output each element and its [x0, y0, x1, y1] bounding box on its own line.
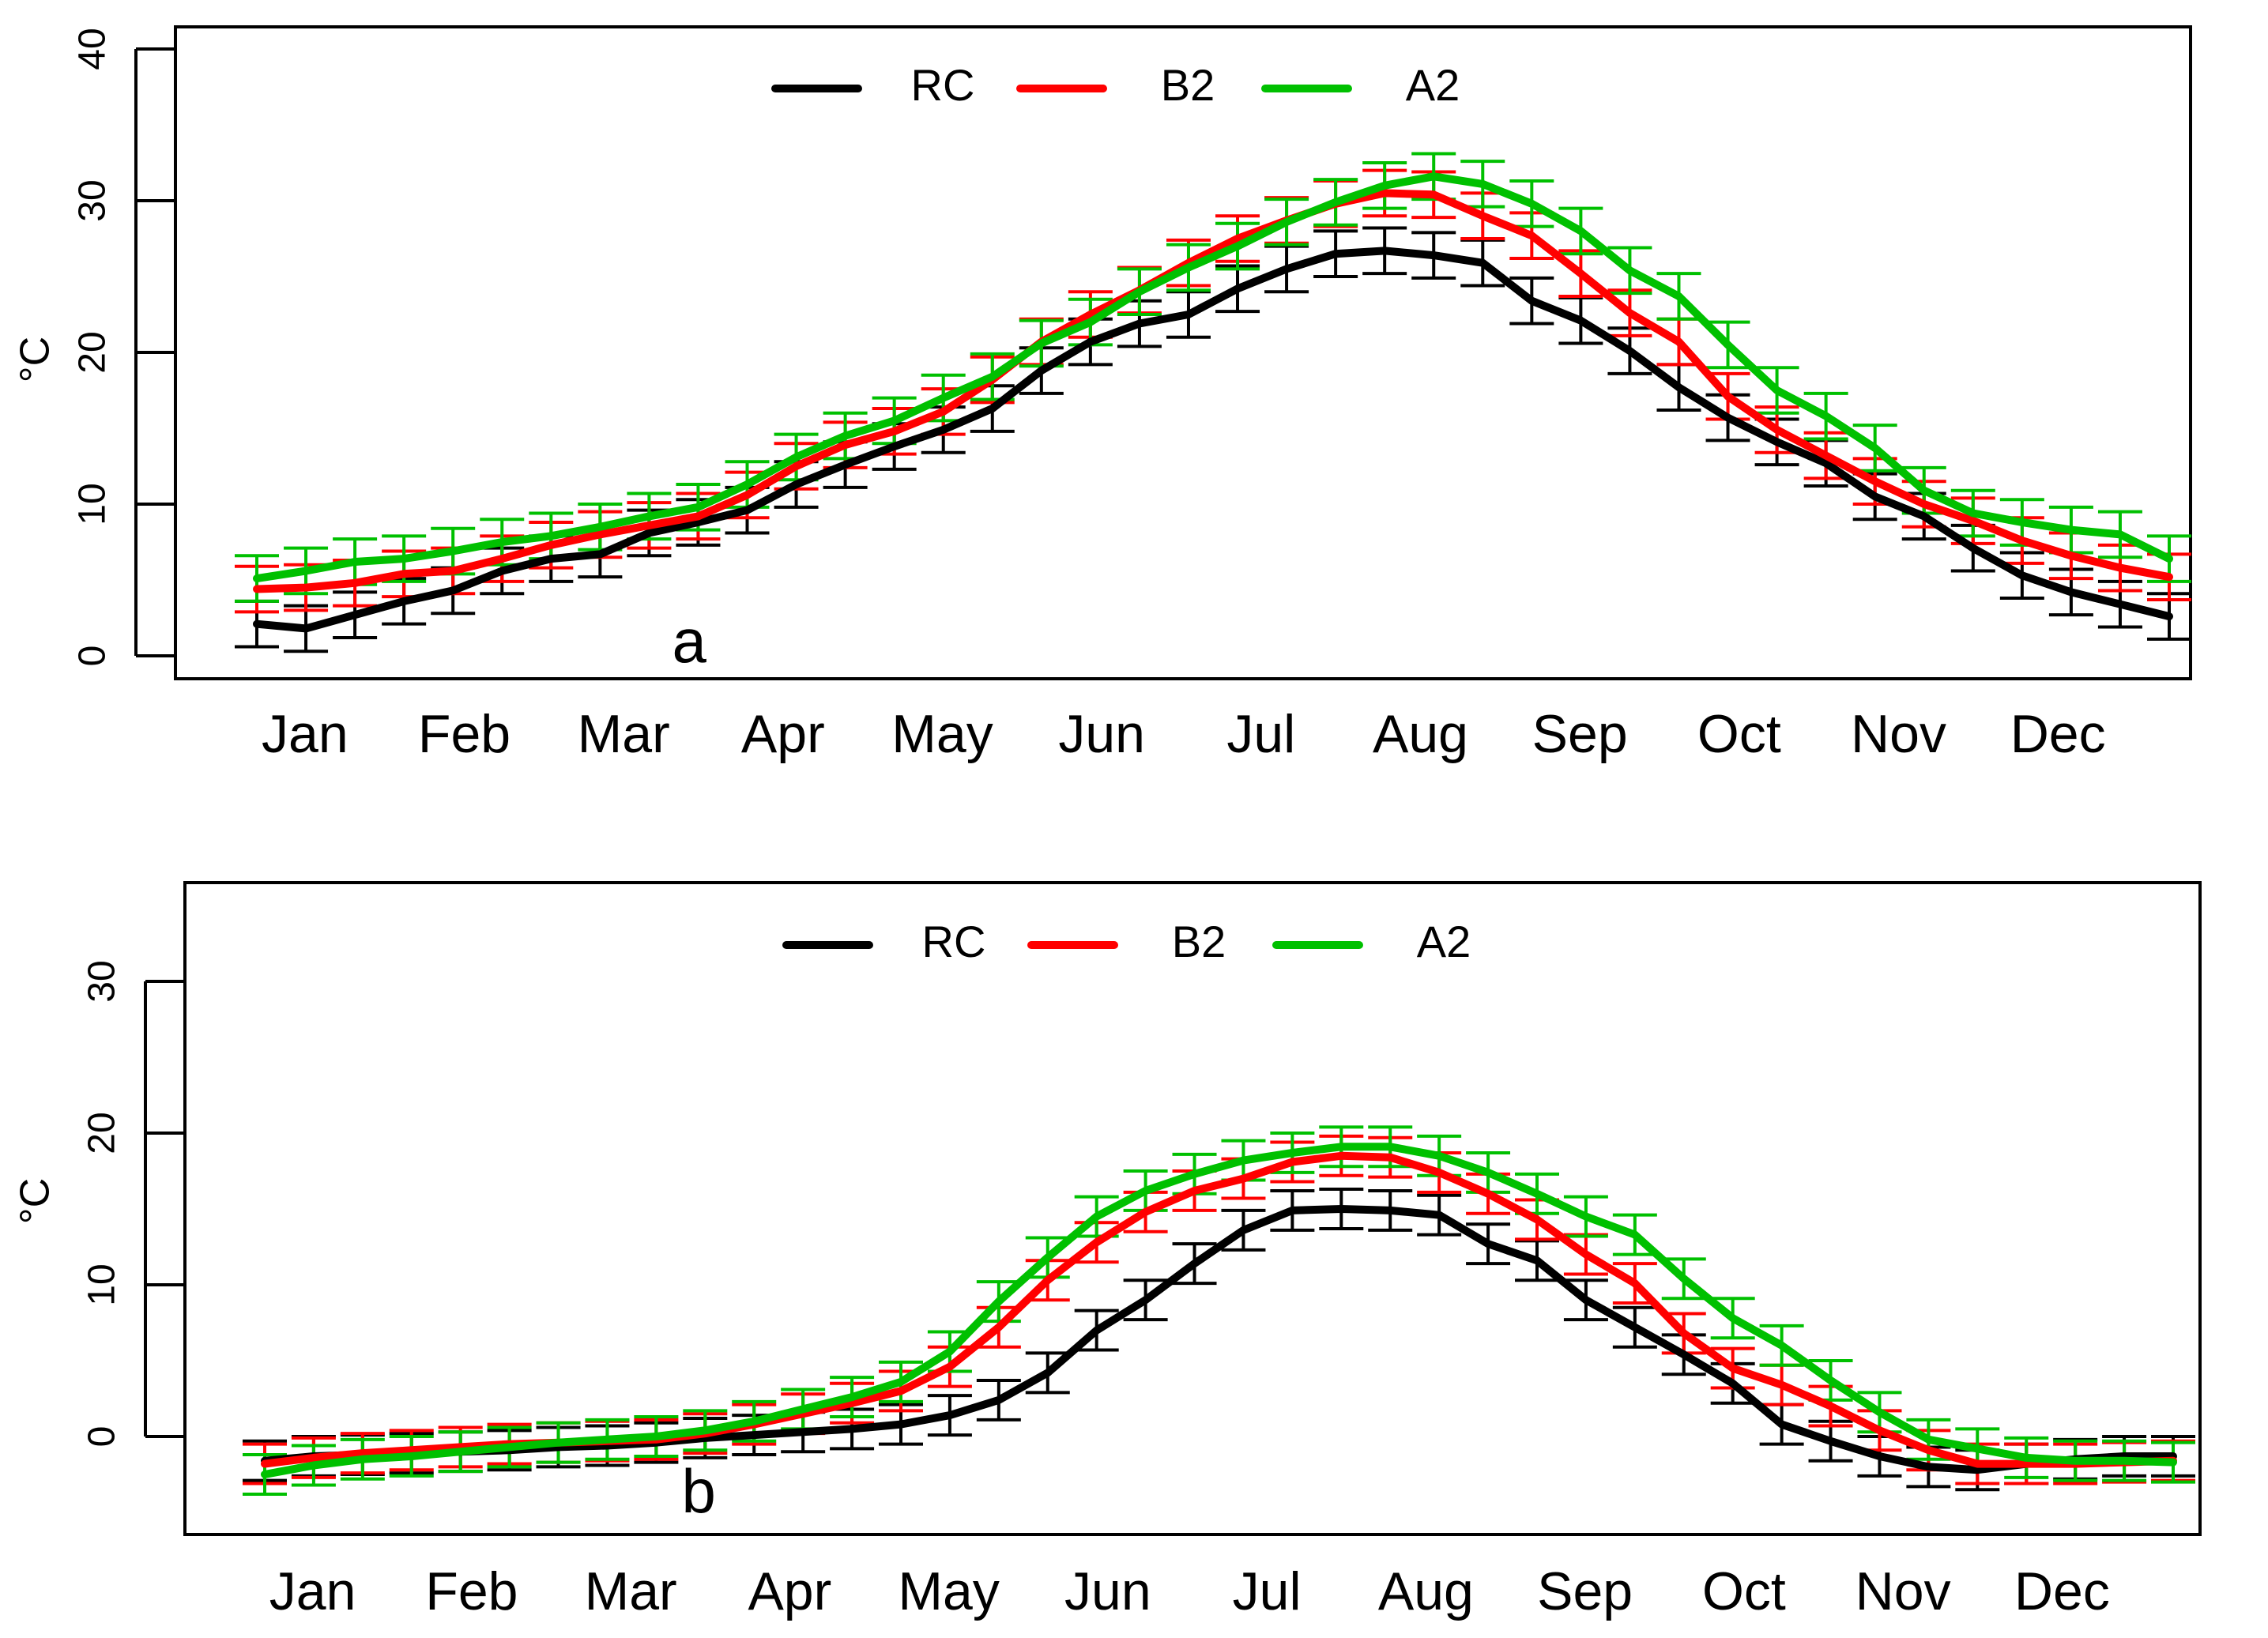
- series-line-a2: [253, 172, 2173, 583]
- legend-label: RC: [922, 917, 986, 966]
- x-tick-label: Oct: [1702, 1561, 1786, 1621]
- x-tick-label: Jan: [269, 1561, 356, 1621]
- x-tick-label: Jun: [1058, 704, 1145, 764]
- error-bars-a2: [235, 152, 2191, 603]
- x-tick-label: Nov: [1851, 704, 1946, 764]
- legend-label: B2: [1172, 917, 1226, 966]
- panel-label: a: [672, 606, 707, 676]
- x-tick-label: Jul: [1226, 704, 1295, 764]
- error-bars-b2: [235, 168, 2191, 614]
- x-tick-label: Jul: [1233, 1561, 1302, 1621]
- x-tick-label: Mar: [578, 704, 670, 764]
- x-tick-label: Oct: [1697, 704, 1781, 764]
- y-axis-label: °C: [13, 337, 58, 382]
- y-tick-label: 0: [72, 646, 114, 667]
- y-tick-label: 30: [81, 960, 123, 1002]
- y-tick-label: 10: [81, 1263, 123, 1305]
- y-tick-label: 20: [72, 331, 114, 373]
- x-tick-label: May: [898, 1561, 999, 1621]
- x-tick-label: Sep: [1532, 704, 1628, 764]
- x-tick-label: Aug: [1378, 1561, 1474, 1621]
- x-tick-label: Feb: [425, 1561, 518, 1621]
- legend-label: B2: [1161, 60, 1215, 110]
- legend-label: A2: [1417, 917, 1471, 966]
- plot-frame: [183, 881, 2202, 1536]
- legend: RC B2 A2: [782, 917, 1471, 966]
- panel-b: 0 10 20 30 °C Jan Feb Mar Apr May Jun Jul Aug Sep Oct N…: [13, 881, 2202, 1621]
- x-tick-label: Aug: [1373, 704, 1468, 764]
- x-tick-label: Apr: [741, 704, 825, 764]
- x-tick-label: Mar: [585, 1561, 677, 1621]
- x-tick-label: Apr: [748, 1561, 831, 1621]
- y-tick-label: 10: [72, 483, 114, 525]
- y-tick-label: 40: [72, 28, 114, 70]
- series-line-rc: [253, 247, 2173, 633]
- plot-frame: [174, 25, 2192, 680]
- x-tick-label: Sep: [1537, 1561, 1633, 1621]
- legend-label: A2: [1406, 60, 1460, 110]
- y-axis-label: °C: [13, 1178, 58, 1224]
- y-tick-label: 0: [81, 1426, 123, 1448]
- x-tick-label: Dec: [2010, 704, 2106, 764]
- x-tick-label: May: [891, 704, 993, 764]
- x-tick-label: Dec: [2014, 1561, 2110, 1621]
- x-tick-label: Nov: [1855, 1561, 1951, 1621]
- y-tick-label: 20: [81, 1112, 123, 1154]
- y-tick-label: 30: [72, 179, 114, 221]
- panel-label: b: [682, 1456, 716, 1526]
- panel-a: 0 10 20 30 40 °C Jan Feb Mar Apr May Jun Jul Aug Sep Oc…: [13, 25, 2192, 764]
- series-line-b2: [253, 189, 2173, 593]
- x-tick-label: Jun: [1064, 1561, 1151, 1621]
- error-bars-rc: [235, 226, 2191, 653]
- x-tick-label: Jan: [262, 704, 348, 764]
- x-tick-label: Feb: [418, 704, 510, 764]
- legend: RC B2 A2: [771, 60, 1460, 110]
- series-line-a2: [261, 1143, 2177, 1478]
- legend-label: RC: [911, 60, 975, 110]
- series-line-rc: [261, 1205, 2177, 1474]
